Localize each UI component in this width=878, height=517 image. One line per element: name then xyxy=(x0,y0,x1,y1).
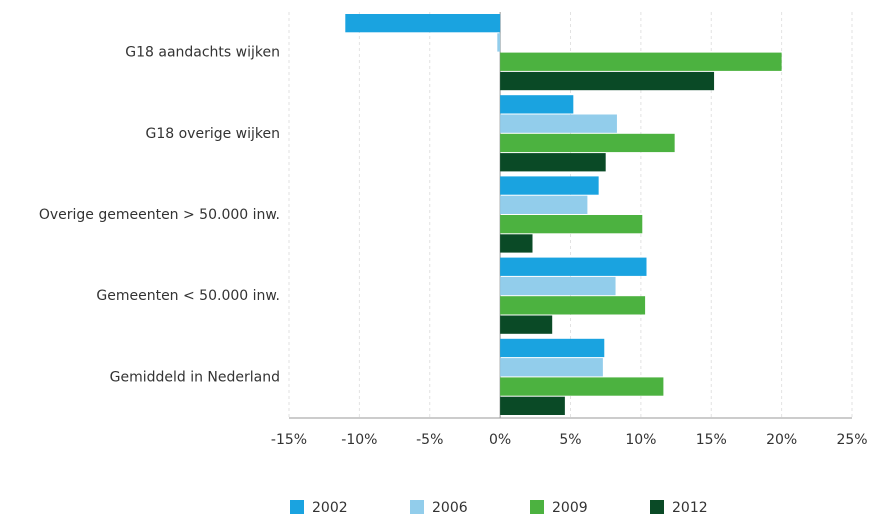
bar xyxy=(500,315,553,334)
bar xyxy=(500,95,574,114)
y-tick-label: Gemiddeld in Nederland xyxy=(110,369,280,385)
bar xyxy=(345,14,501,33)
bar xyxy=(500,114,617,133)
x-tick-label: 20% xyxy=(766,432,797,448)
bar xyxy=(500,215,643,234)
bar xyxy=(497,33,501,52)
legend-swatch xyxy=(530,500,544,514)
legend-label: 2009 xyxy=(552,500,588,516)
legend-label: 2002 xyxy=(312,500,348,516)
bar xyxy=(500,52,782,71)
y-tick-label: G18 aandachts wijken xyxy=(125,45,280,61)
bar xyxy=(500,358,603,377)
bar xyxy=(500,133,675,153)
legend-swatch xyxy=(290,500,304,514)
y-tick-label: G18 overige wijken xyxy=(146,126,281,142)
bar xyxy=(500,176,599,195)
bar xyxy=(500,396,565,415)
bar xyxy=(500,71,715,91)
x-tick-label: 25% xyxy=(836,432,867,448)
x-tick-label: -10% xyxy=(341,432,377,448)
y-tick-label: Overige gemeenten > 50.000 inw. xyxy=(39,207,280,223)
bar xyxy=(500,296,646,315)
legend-swatch xyxy=(410,500,424,514)
bar xyxy=(500,257,647,276)
bar xyxy=(500,276,616,296)
bar xyxy=(500,338,605,358)
x-tick-label: 10% xyxy=(625,432,656,448)
legend-swatch xyxy=(650,500,664,514)
legend-label: 2006 xyxy=(432,500,468,516)
y-tick-label: Gemeenten < 50.000 inw. xyxy=(96,288,280,304)
legend-label: 2012 xyxy=(672,500,708,516)
x-tick-label: 0% xyxy=(489,432,511,448)
x-tick-label: -5% xyxy=(416,432,443,448)
x-tick-label: 15% xyxy=(696,432,727,448)
x-tick-label: -15% xyxy=(271,432,307,448)
bar xyxy=(500,153,606,172)
bar xyxy=(500,377,664,396)
bar xyxy=(500,234,533,253)
bar xyxy=(500,195,588,214)
x-tick-label: 5% xyxy=(559,432,581,448)
